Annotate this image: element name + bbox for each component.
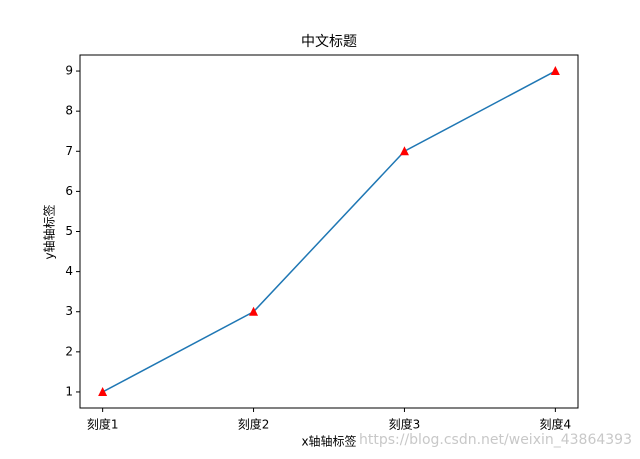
line [102, 70, 556, 393]
y-tick-label: 6 [65, 184, 73, 198]
y-tick-label: 4 [65, 264, 73, 278]
x-tick-label: 刻度2 [238, 417, 270, 432]
y-tick-label: 1 [65, 384, 73, 398]
y-tick-label: 3 [65, 304, 73, 318]
marker [249, 306, 259, 316]
marker [98, 386, 108, 396]
x-axis-label: x轴轴标签 [301, 434, 356, 449]
y-tick-label: 7 [65, 144, 73, 158]
x-tick-label: 刻度1 [87, 417, 119, 432]
watermark: https://blog.csdn.net/weixin_43864393 [359, 432, 632, 448]
y-tick-label: 5 [65, 224, 73, 238]
y-tick-label: 9 [65, 64, 73, 78]
x-tick-label: 刻度4 [540, 417, 572, 432]
marker [399, 146, 409, 156]
y-axis-label: y轴轴标签 [42, 204, 57, 259]
marker [550, 66, 560, 76]
y-tick-label: 2 [65, 344, 73, 358]
x-tick-label: 刻度3 [389, 417, 421, 432]
chart-title: 中文标题 [301, 34, 357, 50]
y-tick-label: 8 [65, 104, 73, 118]
